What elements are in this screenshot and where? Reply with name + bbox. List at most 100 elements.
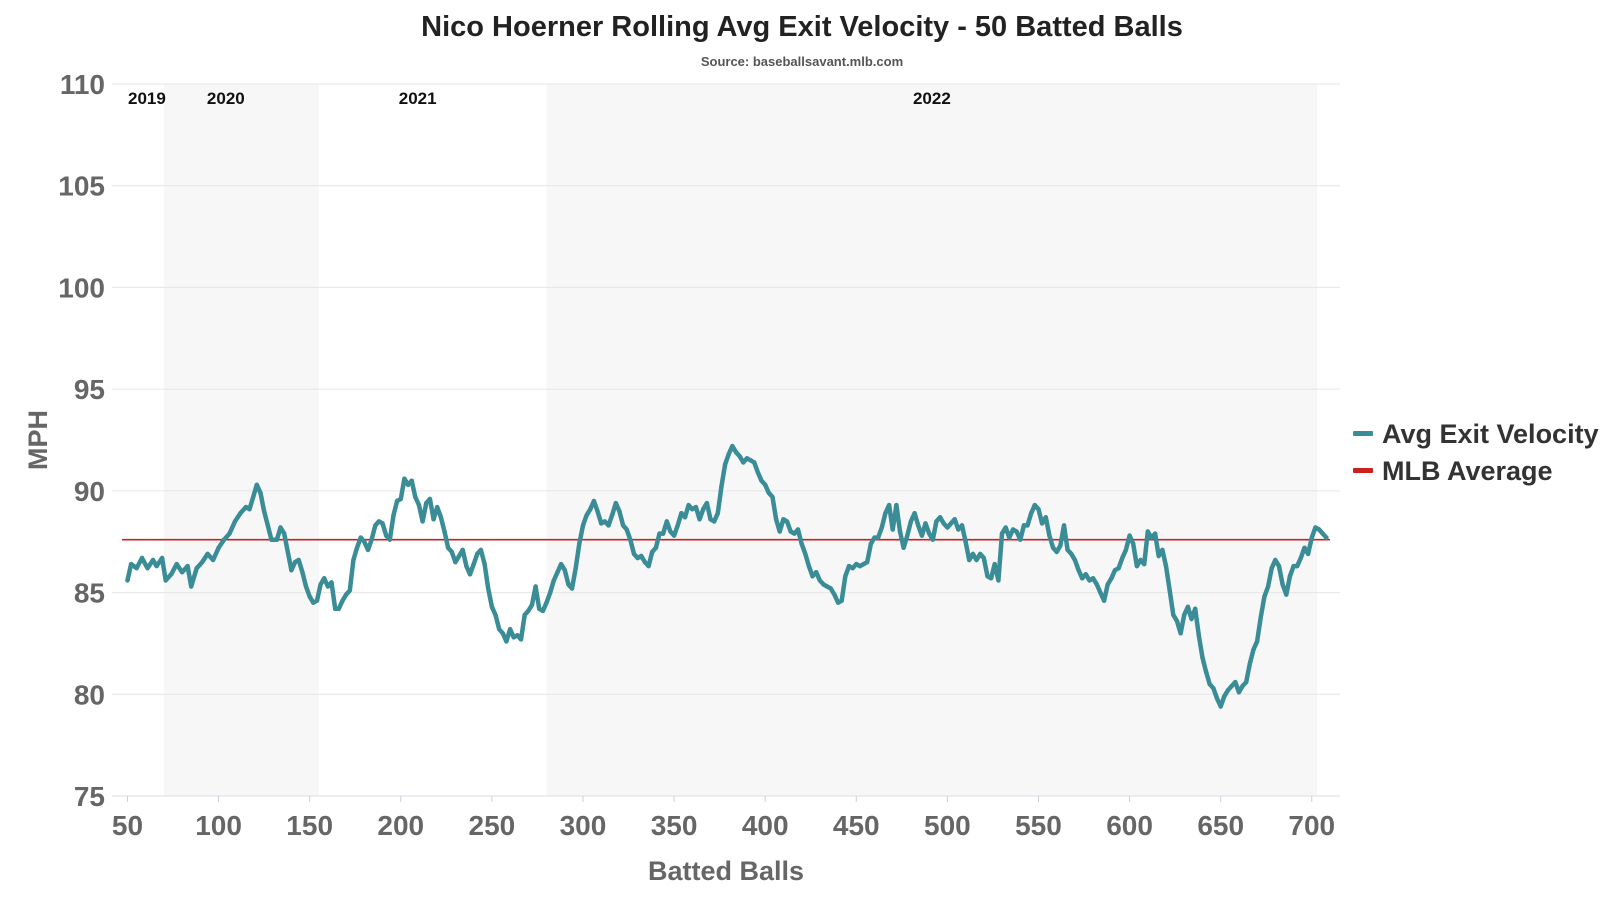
data-point	[631, 551, 637, 557]
data-point	[336, 606, 341, 611]
data-point	[391, 513, 396, 518]
y-tick-95: 95	[74, 374, 105, 405]
data-point	[1298, 555, 1304, 561]
data-point	[580, 523, 586, 528]
data-point	[835, 600, 841, 605]
legend-swatch-mlb-average	[1353, 468, 1373, 473]
data-point	[566, 582, 571, 587]
data-point	[1047, 533, 1052, 538]
data-point	[701, 507, 706, 512]
data-point	[1080, 576, 1085, 581]
data-point	[941, 521, 946, 526]
data-point	[919, 533, 925, 538]
data-point	[624, 527, 629, 532]
data-point	[292, 559, 298, 565]
data-point	[1043, 515, 1049, 520]
data-point	[569, 586, 575, 591]
data-point	[1316, 527, 1322, 532]
data-point	[591, 498, 597, 504]
data-point	[650, 549, 655, 555]
data-point	[1087, 578, 1092, 583]
data-point	[398, 496, 403, 502]
data-point	[912, 511, 917, 516]
x-tick-labels-layer: 50 100 150 200 250 300 350 400 450 500 550 600 650 70…	[112, 796, 1335, 841]
data-point	[365, 547, 371, 553]
data-point	[1101, 598, 1107, 603]
series-layer	[125, 443, 1329, 709]
data-point	[675, 523, 680, 528]
y-tick-75: 75	[74, 781, 105, 812]
data-point	[788, 529, 793, 534]
data-point	[179, 570, 185, 575]
data-point	[486, 586, 491, 591]
data-point	[988, 576, 994, 581]
data-point	[773, 517, 779, 522]
data-point	[159, 555, 165, 561]
data-point	[894, 502, 899, 508]
data-point	[1098, 590, 1103, 595]
legend-item-avg-exit-velocity[interactable]: Avg Exit Velocity	[1353, 419, 1599, 449]
data-point	[719, 484, 724, 489]
data-point	[322, 576, 327, 581]
data-point	[573, 566, 578, 571]
data-point	[584, 513, 589, 518]
x-tick-450: 450	[833, 810, 880, 841]
data-point	[799, 541, 804, 546]
data-point	[1247, 661, 1253, 666]
x-tick-600: 600	[1106, 810, 1153, 841]
data-point	[744, 456, 750, 461]
data-point	[664, 519, 669, 524]
data-point	[730, 443, 735, 449]
data-point	[901, 545, 906, 550]
y-axis-title: MPH	[23, 410, 53, 470]
data-point	[956, 527, 961, 532]
data-point	[471, 561, 476, 567]
data-point	[139, 555, 145, 561]
data-point	[1156, 553, 1161, 559]
y-tick-105: 105	[58, 171, 105, 202]
data-point	[1134, 563, 1140, 569]
data-point	[777, 529, 782, 534]
x-tick-500: 500	[924, 810, 971, 841]
x-tick-300: 300	[560, 810, 607, 841]
x-tick-650: 650	[1197, 810, 1244, 841]
data-point	[420, 519, 425, 524]
data-point	[489, 604, 495, 609]
data-point	[464, 563, 469, 569]
data-point	[265, 523, 270, 528]
data-point	[1116, 566, 1121, 571]
data-point	[210, 557, 216, 563]
data-point	[289, 568, 294, 573]
data-point	[544, 600, 549, 605]
data-point	[992, 561, 997, 567]
data-point	[1295, 563, 1300, 569]
data-point	[959, 523, 965, 528]
legend-item-mlb-average[interactable]: MLB Average	[1353, 456, 1553, 486]
data-point	[1152, 531, 1158, 536]
data-point	[1014, 529, 1019, 534]
data-point	[704, 500, 710, 506]
x-tick-50: 50	[112, 810, 143, 841]
data-point	[387, 537, 392, 542]
data-point	[1236, 690, 1242, 695]
data-point	[978, 551, 983, 557]
data-point	[733, 450, 739, 455]
data-point	[1291, 563, 1296, 569]
data-point	[948, 521, 954, 526]
x-tick-400: 400	[742, 810, 789, 841]
data-point	[792, 531, 797, 536]
data-point	[1131, 541, 1136, 546]
season-label-2021: 2021	[399, 89, 437, 108]
x-tick-250: 250	[469, 810, 516, 841]
data-point	[351, 557, 356, 563]
data-point	[1211, 686, 1216, 691]
data-point	[442, 529, 447, 534]
data-point	[125, 578, 130, 583]
data-point	[832, 592, 837, 597]
data-point	[868, 541, 874, 546]
data-point	[409, 478, 414, 483]
data-point	[1273, 557, 1278, 563]
data-point	[1050, 545, 1056, 550]
data-point	[174, 561, 179, 567]
data-point	[1072, 557, 1078, 563]
